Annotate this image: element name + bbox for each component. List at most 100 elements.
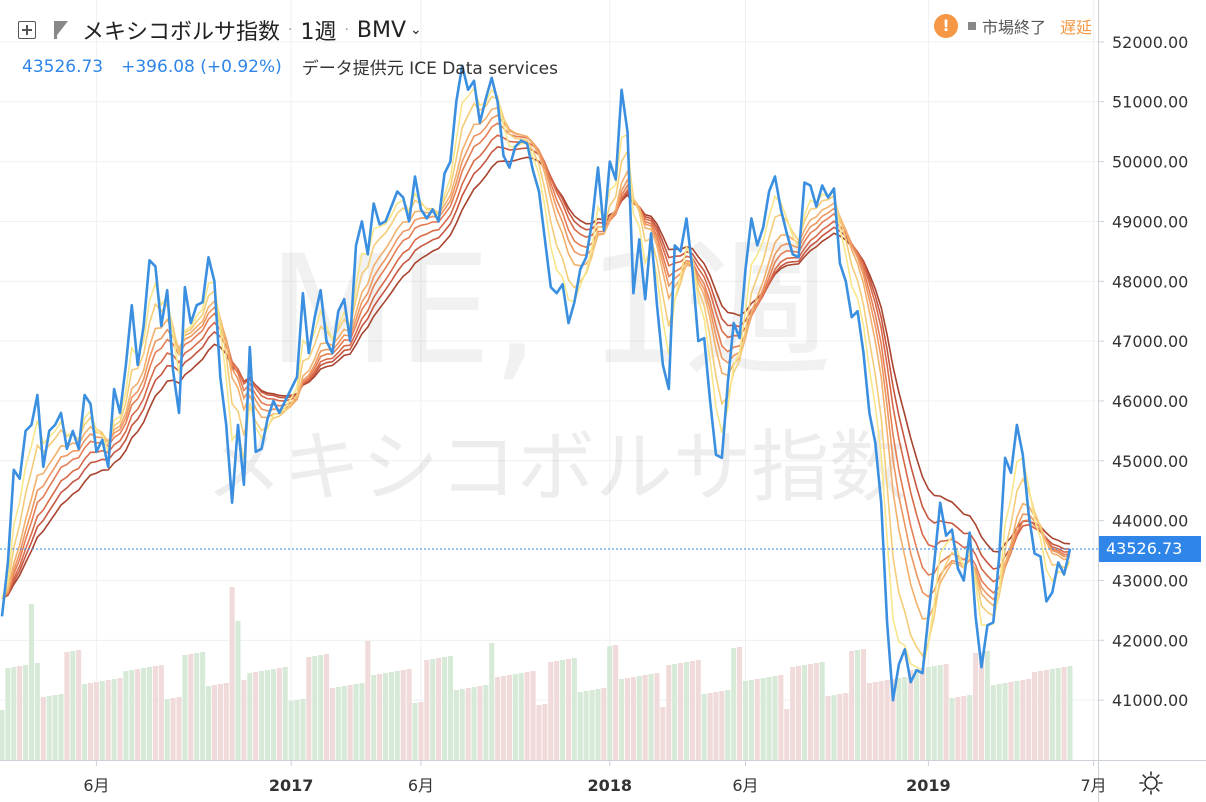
volume-bar — [40, 697, 46, 760]
volume-bar — [442, 657, 448, 760]
volume-bar — [87, 683, 94, 760]
volume-bar — [613, 645, 619, 760]
volume-bar — [955, 697, 961, 760]
volume-bar — [323, 654, 330, 760]
volume-bar — [678, 663, 684, 760]
volume-bar — [672, 664, 678, 760]
volume-bar — [117, 678, 123, 760]
volume-bar — [536, 705, 542, 760]
volume-bar — [229, 587, 235, 760]
price-tick-label: 43000.00 — [1112, 571, 1188, 590]
volume-bar — [855, 650, 861, 760]
volume-bar — [831, 695, 837, 760]
volume-bar — [719, 691, 725, 760]
volume-bar — [276, 668, 282, 760]
price-axis[interactable]: 41000.00 42000.00 43000.00 44000.00 45000.00… — [1098, 33, 1188, 710]
price-tick-label: 44000.00 — [1112, 512, 1188, 531]
volume-bar — [205, 686, 212, 760]
volume-bar — [353, 684, 359, 760]
ema-line — [1, 106, 1071, 620]
volume-bar — [571, 658, 577, 760]
time-axis[interactable]: 6月 2017 6月 2018 6月 2019 7月 — [83, 760, 1107, 795]
volume-bar — [689, 661, 695, 760]
volume-bar — [46, 696, 52, 760]
volume-bar — [878, 681, 884, 760]
volume-bar — [306, 657, 312, 760]
volume-bar — [347, 685, 353, 760]
volume-bar — [477, 686, 483, 760]
volume-bar — [554, 661, 560, 760]
exchange-button[interactable]: BMV — [356, 17, 407, 43]
volume-bar — [282, 667, 288, 760]
volume-bar — [624, 678, 630, 760]
price-tick-label: 51000.00 — [1112, 93, 1188, 112]
volume-bar — [335, 687, 341, 760]
volume-bar — [713, 692, 719, 760]
price-line — [0, 64, 1072, 702]
volume-bar — [642, 675, 648, 760]
volume-bar — [1061, 667, 1067, 760]
price-tick-label: 50000.00 — [1112, 153, 1188, 172]
price-tick-label: 49000.00 — [1112, 212, 1188, 231]
watermark-name: メキシコボルサ指数 — [205, 423, 907, 513]
volume-bar — [607, 646, 613, 760]
volume-bar — [495, 677, 501, 760]
price-tick-label: 41000.00 — [1112, 691, 1188, 710]
volume-bar — [312, 656, 318, 760]
volume-bar — [76, 650, 82, 760]
volume-bar — [259, 671, 265, 760]
volume-bar — [630, 677, 636, 760]
volume-bar — [34, 663, 40, 760]
volume-bar — [737, 647, 743, 760]
volume-bar — [849, 651, 855, 760]
volume-bar — [294, 700, 300, 760]
gear-icon[interactable] — [1138, 770, 1164, 796]
volume-bars — [0, 587, 1073, 760]
volume-bar — [223, 683, 229, 760]
volume-bar — [784, 709, 790, 760]
volume-bar — [164, 699, 170, 760]
add-symbol-button[interactable] — [18, 21, 36, 39]
volume-bar — [742, 681, 749, 760]
volume-bar — [589, 690, 595, 760]
interval-button[interactable]: 1週 — [300, 20, 337, 45]
volume-bar — [748, 680, 754, 760]
volume-bar — [919, 668, 926, 760]
volume-bar — [424, 660, 430, 760]
volume-bar — [1020, 680, 1026, 760]
volume-bar — [1008, 682, 1014, 760]
volume-bar — [790, 667, 796, 760]
volume-bar — [1037, 671, 1044, 760]
volume-bar — [896, 678, 902, 760]
volume-bar — [996, 684, 1002, 760]
volume-bar — [801, 665, 808, 760]
warning-icon[interactable]: ! — [933, 14, 958, 38]
volume-bar — [577, 692, 583, 760]
volume-bar — [754, 679, 760, 760]
volume-bar — [400, 670, 406, 760]
volume-bar — [860, 649, 867, 760]
volume-bar — [530, 671, 536, 760]
volume-bar — [459, 689, 465, 760]
last-price-tag: 43526.73 — [1099, 535, 1201, 562]
volume-bar — [0, 710, 5, 760]
volume-bar — [890, 679, 896, 760]
delay-label[interactable]: 遅延 — [1059, 18, 1092, 37]
volume-bar — [135, 669, 141, 760]
market-status[interactable]: ! 市場終了 遅延 — [933, 14, 1092, 38]
volume-bar — [11, 667, 17, 760]
volume-bar — [565, 659, 571, 760]
volume-bar — [778, 675, 784, 760]
time-tick-label: 2017 — [269, 776, 314, 795]
volume-bar — [217, 684, 223, 760]
volume-bar — [695, 660, 701, 760]
volume-bar — [619, 679, 625, 760]
price-tick-label: 52000.00 — [1112, 33, 1188, 52]
volume-bar — [872, 682, 878, 760]
time-tick-label: 6月 — [83, 776, 109, 795]
volume-bar — [984, 651, 990, 760]
volume-bar — [973, 653, 979, 760]
volume-bar — [943, 664, 949, 760]
volume-bar — [17, 666, 23, 760]
